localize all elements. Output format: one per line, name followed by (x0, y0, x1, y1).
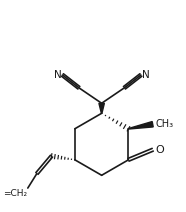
Polygon shape (129, 121, 153, 129)
Polygon shape (99, 103, 104, 113)
Text: O: O (155, 145, 164, 155)
Text: CH₃: CH₃ (155, 119, 174, 129)
Text: =CH₂: =CH₂ (3, 189, 27, 198)
Text: N: N (142, 70, 150, 80)
Text: N: N (54, 70, 62, 80)
